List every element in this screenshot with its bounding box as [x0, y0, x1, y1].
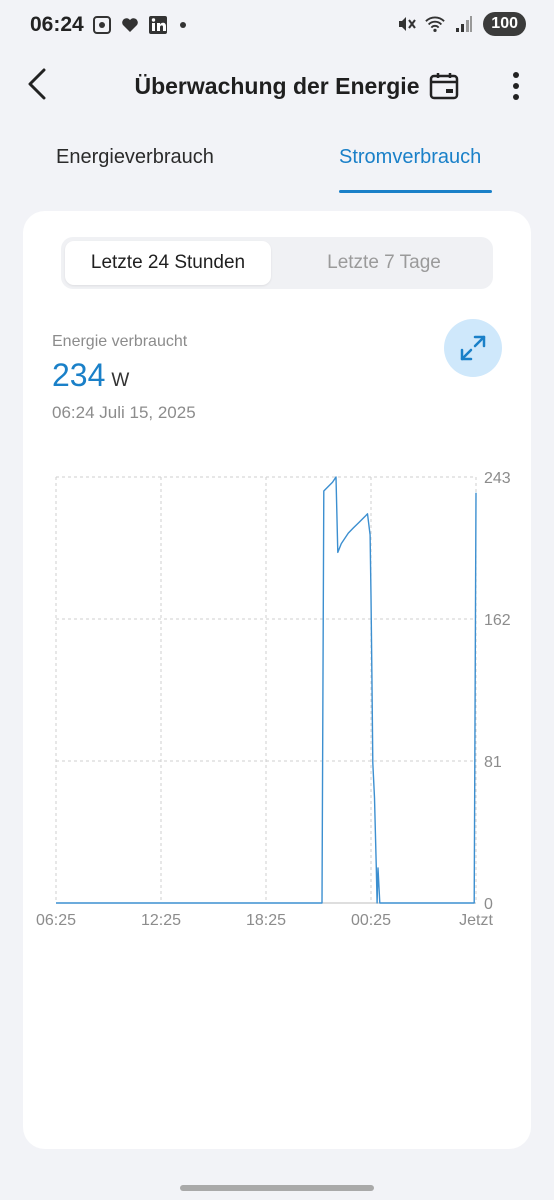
reading-timestamp: 06:24 Juli 15, 2025 — [52, 403, 196, 422]
more-options-button[interactable] — [500, 66, 532, 106]
reading-label: Energie verbraucht — [52, 333, 188, 350]
series-line-power — [56, 476, 477, 904]
tab-bar: Energieverbrauch Stromverbrauch — [0, 130, 554, 194]
status-icons-left — [92, 15, 186, 35]
expand-icon — [460, 335, 486, 361]
mute-icon — [396, 14, 417, 34]
reading-value-row: 234 W — [52, 357, 129, 394]
signal-icon — [454, 14, 474, 34]
y-tick-label: 81 — [484, 754, 502, 771]
linkedin-icon — [148, 15, 168, 35]
calendar-icon — [429, 73, 459, 100]
heart-icon — [120, 15, 140, 35]
period-segment-control: Letzte 24 Stunden Letzte 7 Tage — [61, 237, 493, 289]
x-tick-label: 06:25 — [36, 912, 76, 929]
x-tick-label: 18:25 — [246, 912, 286, 929]
status-bar: 06:24 100 — [0, 0, 554, 52]
segment-last-7-days[interactable]: Letzte 7 Tage — [327, 252, 441, 273]
x-tick-label: Jetzt — [459, 912, 493, 929]
dot-icon — [180, 22, 186, 28]
x-tick-label: 12:25 — [141, 912, 181, 929]
x-tick-label: 00:25 — [351, 912, 391, 929]
app-bar: Überwachung der Energie — [0, 52, 554, 118]
calendar-button[interactable] — [424, 66, 464, 106]
segment-last-24-hours[interactable]: Letzte 24 Stunden — [65, 241, 271, 285]
battery-indicator: 100 — [483, 12, 526, 36]
more-vertical-icon — [513, 72, 519, 100]
power-chart: 06:25 12:25 18:25 00:25 Jetzt 243 162 81 0 — [36, 470, 511, 929]
tab-energieverbrauch[interactable]: Energieverbrauch — [56, 146, 214, 168]
wifi-icon — [425, 14, 446, 34]
y-tick-label: 162 — [484, 612, 511, 629]
status-icons-right: 100 — [396, 12, 526, 36]
reading-unit: W — [111, 370, 130, 391]
y-tick-label: 0 — [484, 896, 493, 913]
active-tab-indicator — [339, 190, 492, 193]
tab-stromverbrauch[interactable]: Stromverbrauch — [339, 146, 482, 168]
y-tick-label: 243 — [484, 470, 511, 487]
screenshot-icon — [92, 15, 112, 35]
chevron-left-icon — [28, 68, 46, 100]
gesture-handle — [180, 1185, 374, 1191]
expand-chart-button[interactable] — [444, 319, 502, 377]
back-button[interactable] — [18, 64, 58, 104]
status-time: 06:24 — [30, 13, 84, 36]
reading-value: 234 — [52, 357, 106, 393]
page-title: Überwachung der Energie — [134, 73, 420, 99]
power-card: Letzte 24 Stunden Letzte 7 Tage Energie … — [23, 211, 531, 1149]
